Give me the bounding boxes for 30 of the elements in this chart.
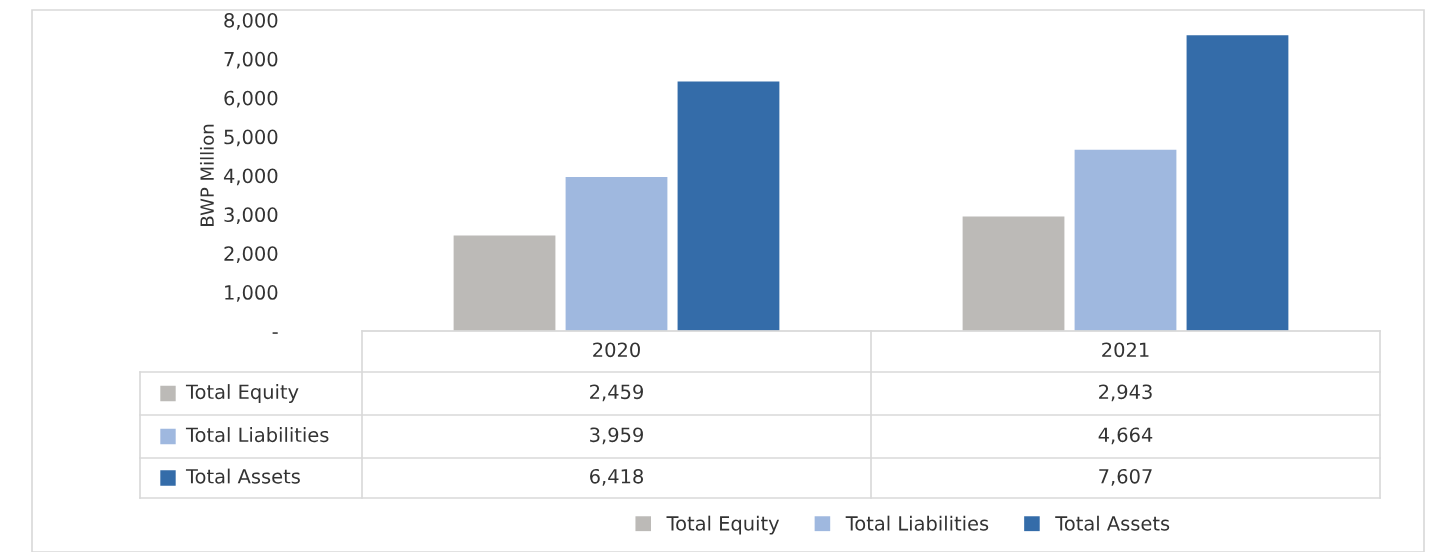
bar xyxy=(677,81,780,331)
legend-label: Total Assets xyxy=(1055,515,1170,531)
bar xyxy=(1074,149,1177,331)
data-label: 3,959 xyxy=(590,427,643,445)
y-tick-label: 6,000 xyxy=(224,90,278,108)
bar xyxy=(565,177,668,331)
y-tick-label: 3,000 xyxy=(224,207,278,225)
y-tick-label: 1,000 xyxy=(225,285,278,302)
x-tick-label: 2021 xyxy=(1102,342,1149,358)
text: Total Assets xyxy=(185,468,300,484)
bar xyxy=(962,216,1065,331)
legend-label: Total Liabilities xyxy=(845,515,989,531)
data-label: 2,943 xyxy=(1099,384,1152,402)
x-tick-label: 2020 xyxy=(593,342,640,358)
data-label: 6,418 xyxy=(590,468,643,486)
y-axis-title: BWP Million xyxy=(199,124,214,226)
legend-label: Total Equity xyxy=(185,384,299,403)
y-tick-label: 4,000 xyxy=(223,168,278,186)
y-tick-label: 2,000 xyxy=(224,246,278,263)
data-label: 2,459 xyxy=(590,384,643,402)
data-label: 4,664 xyxy=(1098,427,1153,445)
y-tick-label: 5,000 xyxy=(224,129,278,147)
bar xyxy=(453,235,556,331)
data-label: 7,607 xyxy=(1099,468,1152,486)
text: Total Liabilities xyxy=(185,427,329,443)
y-tick-label: 8,000 xyxy=(224,12,278,30)
bar xyxy=(1186,35,1289,331)
y-tick-label: - xyxy=(272,332,278,334)
text: Total Equity xyxy=(666,515,780,535)
y-tick-label: 7,000 xyxy=(224,51,278,69)
